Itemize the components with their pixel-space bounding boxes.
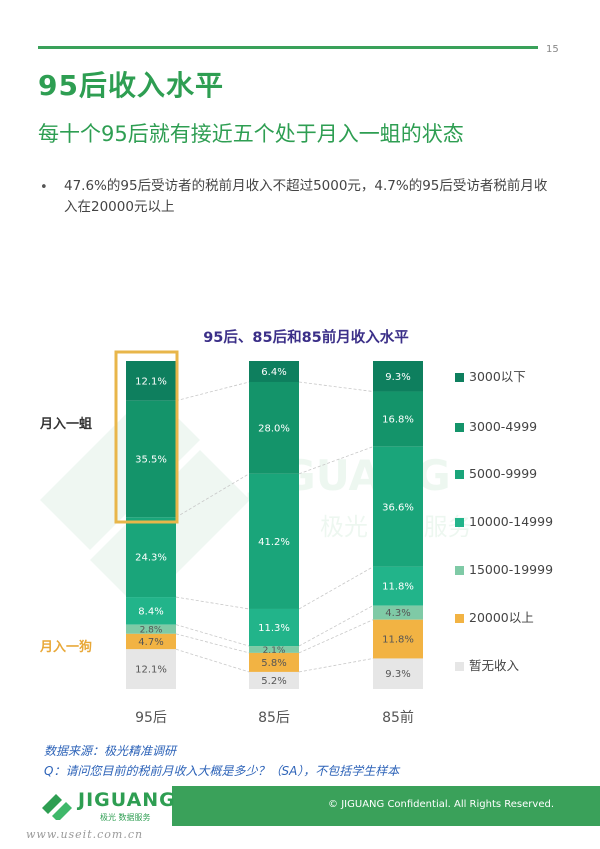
chart-title: 95后、85后和85前月收入水平: [203, 328, 409, 346]
page-title: 95后收入水平: [38, 69, 224, 102]
bar-5-2: [249, 646, 299, 653]
bar-1-2: [249, 361, 299, 382]
legend-label: 3000以下: [469, 369, 526, 384]
bar-value-label: 2.1%: [263, 646, 286, 656]
bar-7-2: [249, 671, 299, 689]
connector-line: [298, 381, 374, 392]
legend-label: 15000-19999: [469, 562, 553, 577]
bar-value-label: 35.5%: [135, 455, 167, 466]
bar-7-3: [373, 658, 423, 689]
bar-6-2: [249, 652, 299, 672]
bar-7-1: [126, 649, 176, 689]
x-tick-label: 85后: [258, 710, 290, 726]
copyright-text: © JIGUANG Confidential. All Rights Reser…: [328, 799, 554, 810]
moon-dog-label: 月入一狗: [39, 639, 92, 655]
legend-swatch: [455, 614, 464, 623]
legend-label: 10000-14999: [469, 514, 553, 529]
connector-line: [298, 658, 374, 673]
connector-lines: [175, 381, 374, 673]
bar-value-label: 4.3%: [385, 608, 410, 619]
bullet-text: 47.6%的95后受访者的税前月收入不超过5000元，4.7%的95后受访者税前…: [64, 178, 548, 215]
connector-line: [298, 446, 374, 475]
jiguang-logo-icon: [42, 794, 72, 820]
bar-5-1: [126, 624, 176, 634]
bars: 12.1% 35.5% 24.3% 8.4% 2.8%4.7% 12.1% 6.4% 28.0…: [126, 361, 423, 689]
bar-6-1: [126, 633, 176, 650]
legend-label: 20000以上: [469, 610, 534, 625]
bar-3-1: [126, 517, 176, 598]
connector-line: [175, 624, 250, 647]
legend-swatch: [455, 470, 464, 479]
bar-3-2: [249, 473, 299, 609]
bar-5-3: [373, 605, 423, 620]
footer-logo-sub: 极光 数据服务: [100, 813, 151, 822]
bar-3-3: [373, 446, 423, 567]
bar-4-2: [249, 608, 299, 647]
page-subtitle: 每十个95后就有接近五个处于月入一蛆的状态: [38, 122, 464, 146]
connector-line: [298, 619, 374, 654]
bar-value-label: 5.2%: [261, 676, 286, 687]
site-url: www.useit.com.cn: [26, 828, 144, 841]
legend-label: 暂无收入: [469, 658, 520, 673]
bar-value-label: 16.8%: [382, 415, 414, 426]
bar-value-label: 2.8%: [140, 626, 163, 636]
legend-swatch: [455, 373, 464, 382]
data-source: 数据来源：极光精准调研: [44, 744, 177, 758]
legend-swatch: [455, 662, 464, 671]
bar-value-label: 9.3%: [385, 669, 410, 680]
legend-label: 5000-9999: [469, 466, 537, 481]
footer-logo: JIGUANG: [78, 789, 176, 811]
bar-4-3: [373, 566, 423, 606]
bar-value-label: 12.1%: [135, 376, 167, 387]
legend: 3000以下 3000-4999 5000-9999 10000-14999 15000…: [455, 369, 553, 673]
bar-4-1: [126, 597, 176, 625]
moon-bug-label: 月入一蛆: [39, 416, 92, 432]
connector-line: [175, 633, 250, 654]
x-tick-label: 95后: [135, 710, 167, 726]
bar-value-label: 36.6%: [382, 502, 414, 513]
connector-line: [175, 596, 250, 610]
bar-2-2: [249, 381, 299, 474]
bar-value-label: 9.3%: [385, 372, 410, 383]
legend-label: 3000-4999: [469, 419, 537, 434]
bar-value-label: 41.2%: [258, 537, 290, 548]
connector-line: [298, 605, 374, 647]
bar-value-label: 11.8%: [382, 582, 414, 593]
bar-value-label: 28.0%: [258, 423, 290, 434]
bar-6-3: [373, 619, 423, 659]
bar-value-label: 11.3%: [258, 623, 290, 634]
legend-swatch: [455, 518, 464, 527]
survey-question: Q：请问您目前的税前月收入大概是多少？（SA），不包括学生样本: [44, 764, 400, 778]
bar-value-label: 12.1%: [135, 665, 167, 676]
connector-line: [175, 473, 250, 518]
bar-value-label: 6.4%: [261, 367, 286, 378]
bar-value-label: 4.7%: [138, 637, 163, 648]
footer-bar: [172, 786, 600, 826]
bar-1-3: [373, 361, 423, 392]
bar-value-label: 24.3%: [135, 553, 167, 564]
bar-value-label: 5.8%: [261, 658, 286, 669]
x-axis-labels: 95后 85后 85前: [135, 709, 414, 726]
bar-value-label: 11.8%: [382, 635, 414, 646]
page-number: 15: [546, 44, 559, 55]
connector-line: [175, 648, 250, 673]
moon-bug-highlight-box: [114, 350, 179, 524]
connector-line: [298, 566, 374, 610]
bullet-dot: •: [40, 180, 48, 195]
top-rule: [38, 46, 538, 49]
bar-1-1: [126, 361, 176, 401]
x-tick-label: 85前: [382, 709, 414, 726]
bar-value-label: 8.4%: [138, 606, 163, 617]
bar-2-3: [373, 391, 423, 447]
legend-swatch: [455, 566, 464, 575]
connector-line: [175, 381, 250, 402]
bar-2-1: [126, 400, 176, 518]
legend-swatch: [455, 423, 464, 432]
